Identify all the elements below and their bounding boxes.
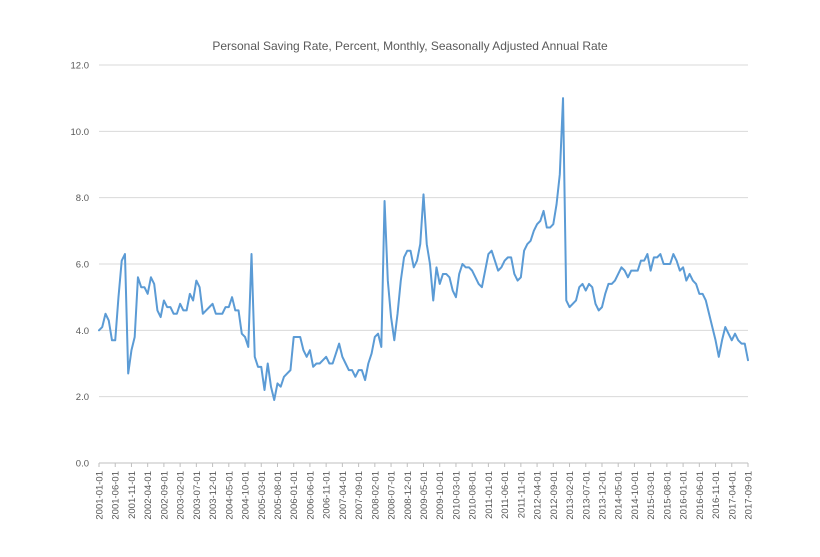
x-tick-label: 2002-09-01 [159, 471, 170, 520]
x-tick-label: 2016-01-01 [679, 471, 690, 520]
x-tick-label: 2012-09-01 [549, 471, 560, 520]
x-tick-label: 2011-01-01 [484, 471, 495, 519]
y-tick-label: 6.0 [76, 260, 89, 271]
x-tick-label: 2013-07-01 [581, 471, 592, 520]
x-tick-label: 2008-07-01 [387, 471, 398, 520]
x-tick-label: 2006-11-01 [322, 471, 333, 519]
x-tick-label: 2005-03-01 [257, 471, 268, 520]
x-tick-label: 2009-10-01 [435, 471, 446, 520]
y-tick-label: 12.0 [71, 61, 90, 72]
gridlines [99, 64, 748, 398]
y-tick-label: 10.0 [71, 127, 90, 138]
x-tick-label: 2015-08-01 [662, 471, 673, 520]
chart-title: Personal Saving Rate, Percent, Monthly, … [212, 39, 608, 53]
x-tick-label: 2001-11-01 [127, 471, 138, 519]
x-tick-label: 2008-02-01 [370, 471, 381, 520]
x-tick-label: 2010-03-01 [451, 471, 462, 520]
x-tick-label: 2006-06-01 [305, 471, 316, 520]
x-tick-label: 2001-01-01 [95, 471, 106, 520]
x-tick-label: 2001-06-01 [111, 471, 122, 520]
x-tick-label: 2008-12-01 [403, 471, 414, 520]
x-tick-label: 2013-02-01 [565, 471, 576, 520]
x-tick-label: 2016-06-01 [695, 471, 706, 520]
x-tick-label: 2015-03-01 [646, 471, 657, 520]
x-tick-label: 2011-11-01 [516, 471, 527, 518]
x-tick-label: 2014-10-01 [630, 471, 641, 520]
y-tick-label: 2.0 [76, 392, 89, 403]
y-tick-label: 0.0 [76, 459, 89, 470]
x-tick-label: 2006-01-01 [289, 471, 300, 520]
x-tick-label: 2003-02-01 [176, 471, 187, 520]
x-tick-label: 2010-08-01 [468, 471, 479, 520]
x-tick-label: 2017-09-01 [744, 471, 755, 520]
x-tick-label: 2011-06-01 [500, 471, 511, 519]
x-tick-label: 2013-12-01 [597, 471, 608, 520]
x-tick-label: 2004-05-01 [224, 471, 235, 520]
y-tick-label: 4.0 [76, 326, 89, 337]
y-axis-ticks: 0.0 2.0 4.0 6.0 8.0 10.0 12.0 [71, 61, 90, 470]
series-line [98, 97, 749, 401]
x-tick-label: 2016-11-01 [711, 471, 722, 519]
x-tick-label: 2003-12-01 [208, 471, 219, 520]
x-tick-label: 2014-05-01 [614, 471, 625, 520]
x-tick-label: 2005-08-01 [273, 471, 284, 520]
x-tick-label: 2007-04-01 [338, 471, 349, 520]
x-tick-label: 2012-04-01 [533, 471, 544, 520]
x-tick-label: 2003-07-01 [192, 471, 203, 520]
x-tick-label: 2004-10-01 [241, 471, 252, 520]
x-tick-label: 2002-04-01 [143, 471, 154, 520]
x-tick-label: 2007-09-01 [354, 471, 365, 520]
series-layer [98, 97, 749, 401]
x-axis-ticks: 2001-01-01 2001-06-01 2001-11-01 2002-04-01… [95, 463, 755, 520]
y-tick-label: 8.0 [76, 193, 89, 204]
x-tick-label: 2017-04-01 [727, 471, 738, 520]
x-tick-label: 2009-05-01 [419, 471, 430, 520]
